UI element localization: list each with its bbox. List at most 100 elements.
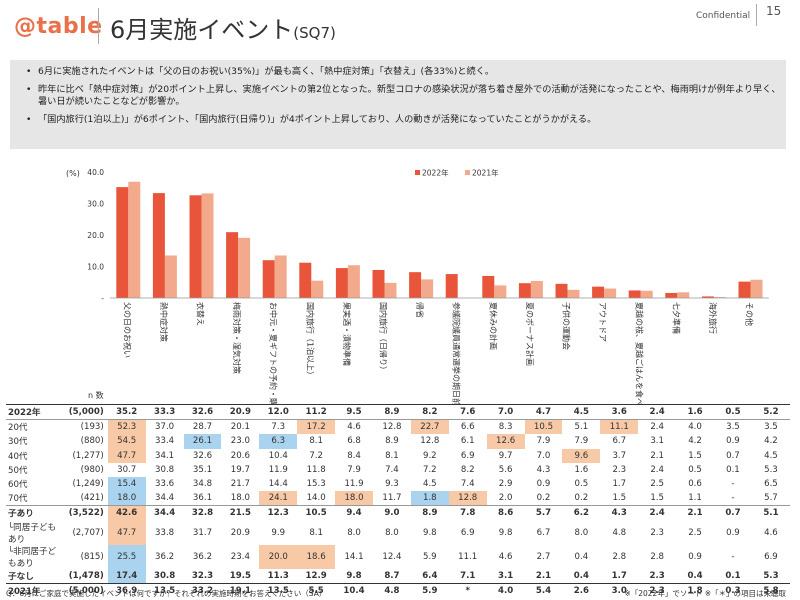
table-cell: 0.9 bbox=[536, 479, 551, 490]
table-cell: 18.0 bbox=[335, 491, 373, 506]
table-cell: 0.1 bbox=[726, 464, 740, 475]
table-cell: 2.9 bbox=[498, 479, 513, 490]
row-n: (880) bbox=[80, 436, 104, 447]
bar-2022 bbox=[592, 286, 605, 298]
bar-2021 bbox=[238, 237, 251, 298]
table-cell: 3.5 bbox=[751, 419, 790, 435]
table-cell: 11.9 bbox=[344, 479, 364, 490]
bar-2022 bbox=[116, 187, 129, 298]
table-row: 60代 (1,249) 15.4 33.6 34.8 21.7 14.4 15.3 11.9 9.… bbox=[6, 476, 790, 492]
table-cell: 0.4 bbox=[573, 570, 589, 581]
bar-2022 bbox=[738, 281, 751, 298]
table-cell: 8.2 bbox=[410, 403, 449, 420]
table-cell: 2.3 bbox=[638, 582, 677, 598]
table-cell: 19.7 bbox=[230, 464, 250, 475]
table-cell: 6.8 bbox=[347, 436, 361, 447]
table-cell: 19.1 bbox=[221, 582, 260, 598]
table-cell: 0.6 bbox=[688, 479, 702, 490]
table-cell: 7.9 bbox=[347, 464, 361, 475]
data-table: 2022年 (5,000) 35.2 33.3 32.6 20.9 12.0 11.2 9.5 8… bbox=[6, 403, 790, 598]
table-cell: 2.1 bbox=[535, 570, 552, 581]
table-cell: 4.5 bbox=[764, 450, 778, 461]
table-cell: 7.9 bbox=[536, 436, 551, 447]
table-cell: 6.7 bbox=[612, 436, 627, 447]
table-cell: 37.0 bbox=[145, 419, 184, 435]
table-cell: 47.7 bbox=[107, 520, 146, 545]
table-cell: 0.7 bbox=[726, 450, 740, 461]
table-cell: 11.7 bbox=[382, 493, 402, 504]
table-cell: 2.7 bbox=[536, 551, 551, 562]
table-cell: 36.1 bbox=[192, 493, 213, 504]
bar-2022 bbox=[335, 268, 348, 298]
table-cell: 36.2 bbox=[192, 551, 213, 562]
y-tick-label: - bbox=[101, 294, 104, 303]
table-cell: 2.1 bbox=[650, 450, 664, 461]
sort-note: ※「2022年」でソート ※「＊」の項目は未聴取 bbox=[624, 589, 786, 598]
summary-box: 6月に実施されたイベントは「父の日のお祝い(35%)」が最も高く、「熱中症対策」… bbox=[10, 60, 786, 149]
table-cell: 32.8 bbox=[183, 505, 222, 521]
table-cell: 9.9 bbox=[271, 527, 286, 538]
table-cell: 4.0 bbox=[486, 582, 525, 598]
x-category-label: 国内旅行（日帰り） bbox=[379, 302, 389, 374]
table-cell: 5.5 bbox=[297, 582, 336, 598]
bar-2022 bbox=[555, 283, 568, 298]
bar-2021 bbox=[201, 193, 214, 298]
table-cell: 12.6 bbox=[486, 434, 525, 449]
table-cell: 17.2 bbox=[297, 419, 336, 435]
table-row: └同居子どもあり (2,707) 47.7 33.8 31.7 20.9 9.9 8.1 8.0… bbox=[6, 520, 790, 545]
table-cell: 12.4 bbox=[382, 551, 402, 562]
table-cell: 2.8 bbox=[650, 551, 664, 562]
bar-2022 bbox=[372, 269, 385, 298]
x-category-label: 参議院議員通常選挙の期日前投票 bbox=[452, 302, 462, 405]
table-row: 子なし (1,478) 17.4 30.8 32.3 19.5 11.3 12.9 9.8 8.7… bbox=[6, 568, 790, 584]
bar-2021 bbox=[311, 280, 324, 298]
table-cell: 7.0 bbox=[536, 450, 551, 461]
table-cell: 14.4 bbox=[268, 479, 288, 490]
row-label: 2021年 bbox=[6, 582, 63, 598]
table-cell: 33.4 bbox=[155, 436, 175, 447]
table-cell: 11.3 bbox=[267, 570, 289, 581]
bar-chart: (%) 40.0 30.0 20.0 10.0 - 父の日のお祝い 熱中症対策 衣替え 梅雨対策・… bbox=[66, 168, 769, 405]
table-cell: 7.3 bbox=[259, 419, 298, 435]
table-cell: 36.9 bbox=[107, 582, 146, 598]
x-category-label: 七夕準備 bbox=[671, 302, 681, 334]
x-category-label: アウトドア bbox=[598, 302, 607, 342]
table-cell: 34.1 bbox=[155, 450, 175, 461]
table-cell: 33.8 bbox=[155, 527, 175, 538]
row-label: 60代 bbox=[8, 480, 28, 491]
table-cell: 0.4 bbox=[687, 570, 703, 581]
table-cell: 1.5 bbox=[650, 493, 664, 504]
bar-2022 bbox=[226, 232, 239, 298]
table-cell: 4.6 bbox=[764, 527, 778, 538]
table-cell: 20.1 bbox=[221, 419, 260, 435]
table-cell: 7.9 bbox=[574, 436, 589, 447]
table-cell: 8.6 bbox=[486, 505, 525, 521]
table-cell: 34.4 bbox=[145, 505, 184, 521]
bar-2022 bbox=[482, 275, 495, 298]
bar-2021 bbox=[530, 280, 543, 298]
bar-2022 bbox=[628, 290, 641, 298]
table-cell: 4.0 bbox=[676, 419, 714, 435]
bar-2021 bbox=[347, 265, 360, 298]
table-cell: 5.4 bbox=[524, 582, 563, 598]
row-label: 2022年 bbox=[6, 403, 63, 420]
bar-2021 bbox=[604, 288, 617, 298]
table-cell: 54.5 bbox=[107, 434, 146, 449]
legend-label: 2022年 bbox=[422, 168, 449, 178]
x-category-label: その他 bbox=[745, 302, 755, 326]
table-cell: 3.6 bbox=[600, 403, 639, 420]
table-cell: * bbox=[448, 582, 487, 598]
bar-2021 bbox=[713, 297, 726, 298]
bar-2021 bbox=[640, 290, 653, 298]
row-label: 70代 bbox=[8, 494, 28, 505]
table-cell: 3.1 bbox=[650, 436, 664, 447]
x-category-label: 衣替え bbox=[196, 302, 206, 326]
y-axis-label: (%) bbox=[66, 169, 80, 178]
table-cell: 20.9 bbox=[221, 403, 260, 420]
table-cell: 11.1 bbox=[458, 551, 478, 562]
bar-2021 bbox=[164, 255, 177, 298]
table-cell: 0.2 bbox=[536, 493, 551, 504]
table-cell: 0.1 bbox=[725, 570, 741, 581]
table-cell: 20.9 bbox=[230, 527, 250, 538]
table-cell: 6.5 bbox=[764, 479, 778, 490]
